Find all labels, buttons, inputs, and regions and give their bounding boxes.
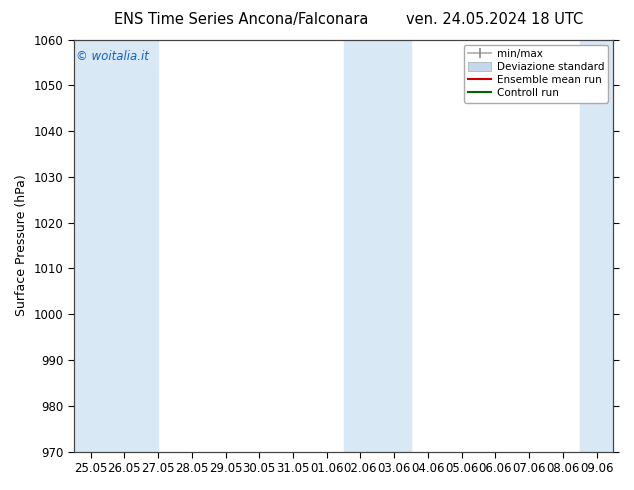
Bar [579, 40, 617, 452]
Legend: min/max, Deviazione standard, Ensemble mean run, Controll run: min/max, Deviazione standard, Ensemble m… [464, 45, 608, 102]
Text: ven. 24.05.2024 18 UTC: ven. 24.05.2024 18 UTC [406, 12, 583, 27]
Text: © woitalia.it: © woitalia.it [77, 50, 149, 63]
Y-axis label: Surface Pressure (hPa): Surface Pressure (hPa) [15, 175, 28, 317]
Bar [344, 40, 411, 452]
Text: ENS Time Series Ancona/Falconara: ENS Time Series Ancona/Falconara [113, 12, 368, 27]
Bar [74, 40, 158, 452]
